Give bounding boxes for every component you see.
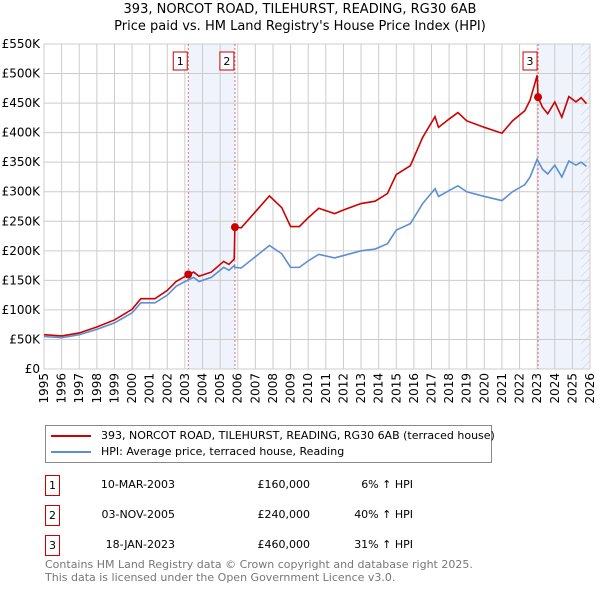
y-tick-label: £150K [2, 273, 42, 287]
sale-point [230, 223, 239, 232]
x-tick-label: 2004 [196, 373, 210, 404]
x-tick-label: 2012 [336, 373, 350, 404]
sale-label: 1 [177, 55, 184, 68]
y-tick-label: £400K [2, 126, 42, 140]
legend-red-label: 393, NORCOT ROAD, TILEHURST, READING, RG… [101, 429, 495, 442]
sale-label-box [219, 51, 235, 71]
x-tick-label: 1997 [72, 373, 86, 404]
legend-blue-line [51, 450, 91, 453]
x-tick-label: 2024 [548, 373, 562, 404]
y-tick-label: £100K [2, 303, 42, 317]
x-tick-label: 2022 [513, 373, 527, 404]
sale-hpi-diff: 31% ↑ HPI [354, 538, 413, 551]
sale-row: 1 10-MAR-2003 £160,000 6% ↑ HPI [45, 475, 445, 496]
x-tick-label: 2013 [354, 373, 368, 404]
x-tick-label: 2026 [583, 373, 597, 404]
legend: 393, NORCOT ROAD, TILEHURST, READING, RG… [45, 425, 495, 463]
footer-line2: This data is licensed under the Open Gov… [45, 571, 396, 584]
y-tick-label: £250K [2, 214, 42, 228]
forecast-hatch [581, 44, 590, 369]
legend-blue-label: HPI: Average price, terraced house, Read… [101, 445, 345, 458]
sale-hpi-diff: 40% ↑ HPI [354, 508, 413, 521]
sale-label-box [172, 51, 188, 71]
x-tick-label: 2001 [143, 373, 157, 404]
x-tick-label: 2020 [477, 373, 491, 404]
y-tick-label: £50K [9, 332, 41, 346]
chart-subtitle: Price paid vs. HM Land Registry's House … [114, 19, 486, 34]
x-tick-label: 1996 [55, 373, 69, 404]
x-tick-label: 2023 [530, 373, 544, 404]
sale-point [184, 270, 193, 279]
footer-line1: Contains HM Land Registry data © Crown c… [45, 558, 473, 571]
footer: Contains HM Land Registry data © Crown c… [45, 558, 473, 584]
x-tick-label: 2007 [248, 373, 262, 404]
x-tick-label: 2015 [389, 373, 403, 404]
x-tick-label: 2002 [160, 373, 174, 404]
sale-label: 2 [223, 55, 230, 68]
sale-point [534, 93, 543, 102]
shade-1-2 [188, 44, 235, 369]
price-chart: £0 £50K £100K £150K £200K £250K £300K £350K £400… [2, 37, 597, 404]
sale-hpi-diff: 6% ↑ HPI [361, 478, 413, 491]
y-tick-label: £350K [2, 155, 42, 169]
sale-date: 18-JAN-2023 [105, 538, 175, 551]
y-tick-label: £300K [2, 185, 42, 199]
sale-date: 10-MAR-2003 [100, 478, 175, 491]
y-tick-label: £550K [2, 37, 42, 51]
x-tick-label: 2016 [407, 373, 421, 404]
sale-date: 03-NOV-2005 [101, 508, 175, 521]
y-tick-label: £200K [2, 244, 42, 258]
chart-title: 393, NORCOT ROAD, TILEHURST, READING, RG… [123, 2, 477, 17]
x-tick-label: 2014 [372, 373, 386, 404]
x-tick-label: 2025 [565, 373, 579, 404]
x-tick-label: 2003 [178, 373, 192, 404]
legend-red-line [51, 434, 91, 437]
x-tick-label: 2008 [266, 373, 280, 404]
y-tick-label: £0 [25, 362, 40, 376]
sale-price: £460,000 [257, 538, 311, 551]
sale-label: 3 [527, 55, 534, 68]
y-tick-label: £450K [2, 96, 42, 110]
sale-number-badge: 1 [45, 475, 60, 496]
sale-row: 3 18-JAN-2023 £460,000 31% ↑ HPI [45, 535, 445, 556]
x-tick-label: 2006 [231, 373, 245, 404]
property-price-line [43, 75, 588, 337]
x-tick-label: 2000 [125, 373, 139, 404]
x-tick-label: 1998 [90, 373, 104, 404]
sale-label-box [522, 51, 538, 71]
hpi-line [43, 157, 587, 339]
sale-row: 2 03-NOV-2005 £240,000 40% ↑ HPI [45, 505, 445, 526]
x-tick-label: 1995 [37, 373, 51, 404]
x-tick-label: 2009 [284, 373, 298, 404]
y-tick-label: £500K [2, 67, 42, 81]
x-tick-label: 2017 [424, 373, 438, 404]
x-tick-label: 1999 [107, 373, 121, 404]
sale-price: £240,000 [257, 508, 311, 521]
x-tick-label: 2021 [495, 373, 509, 404]
sale-number-badge: 3 [45, 535, 60, 556]
x-tick-label: 2005 [213, 373, 227, 404]
x-tick-label: 2019 [460, 373, 474, 404]
sale-price: £160,000 [257, 478, 311, 491]
x-tick-label: 2010 [301, 373, 315, 404]
x-tick-label: 2018 [442, 373, 456, 404]
plot-frame [43, 43, 591, 370]
sale-number-badge: 2 [45, 505, 60, 526]
x-tick-label: 2011 [319, 373, 333, 404]
